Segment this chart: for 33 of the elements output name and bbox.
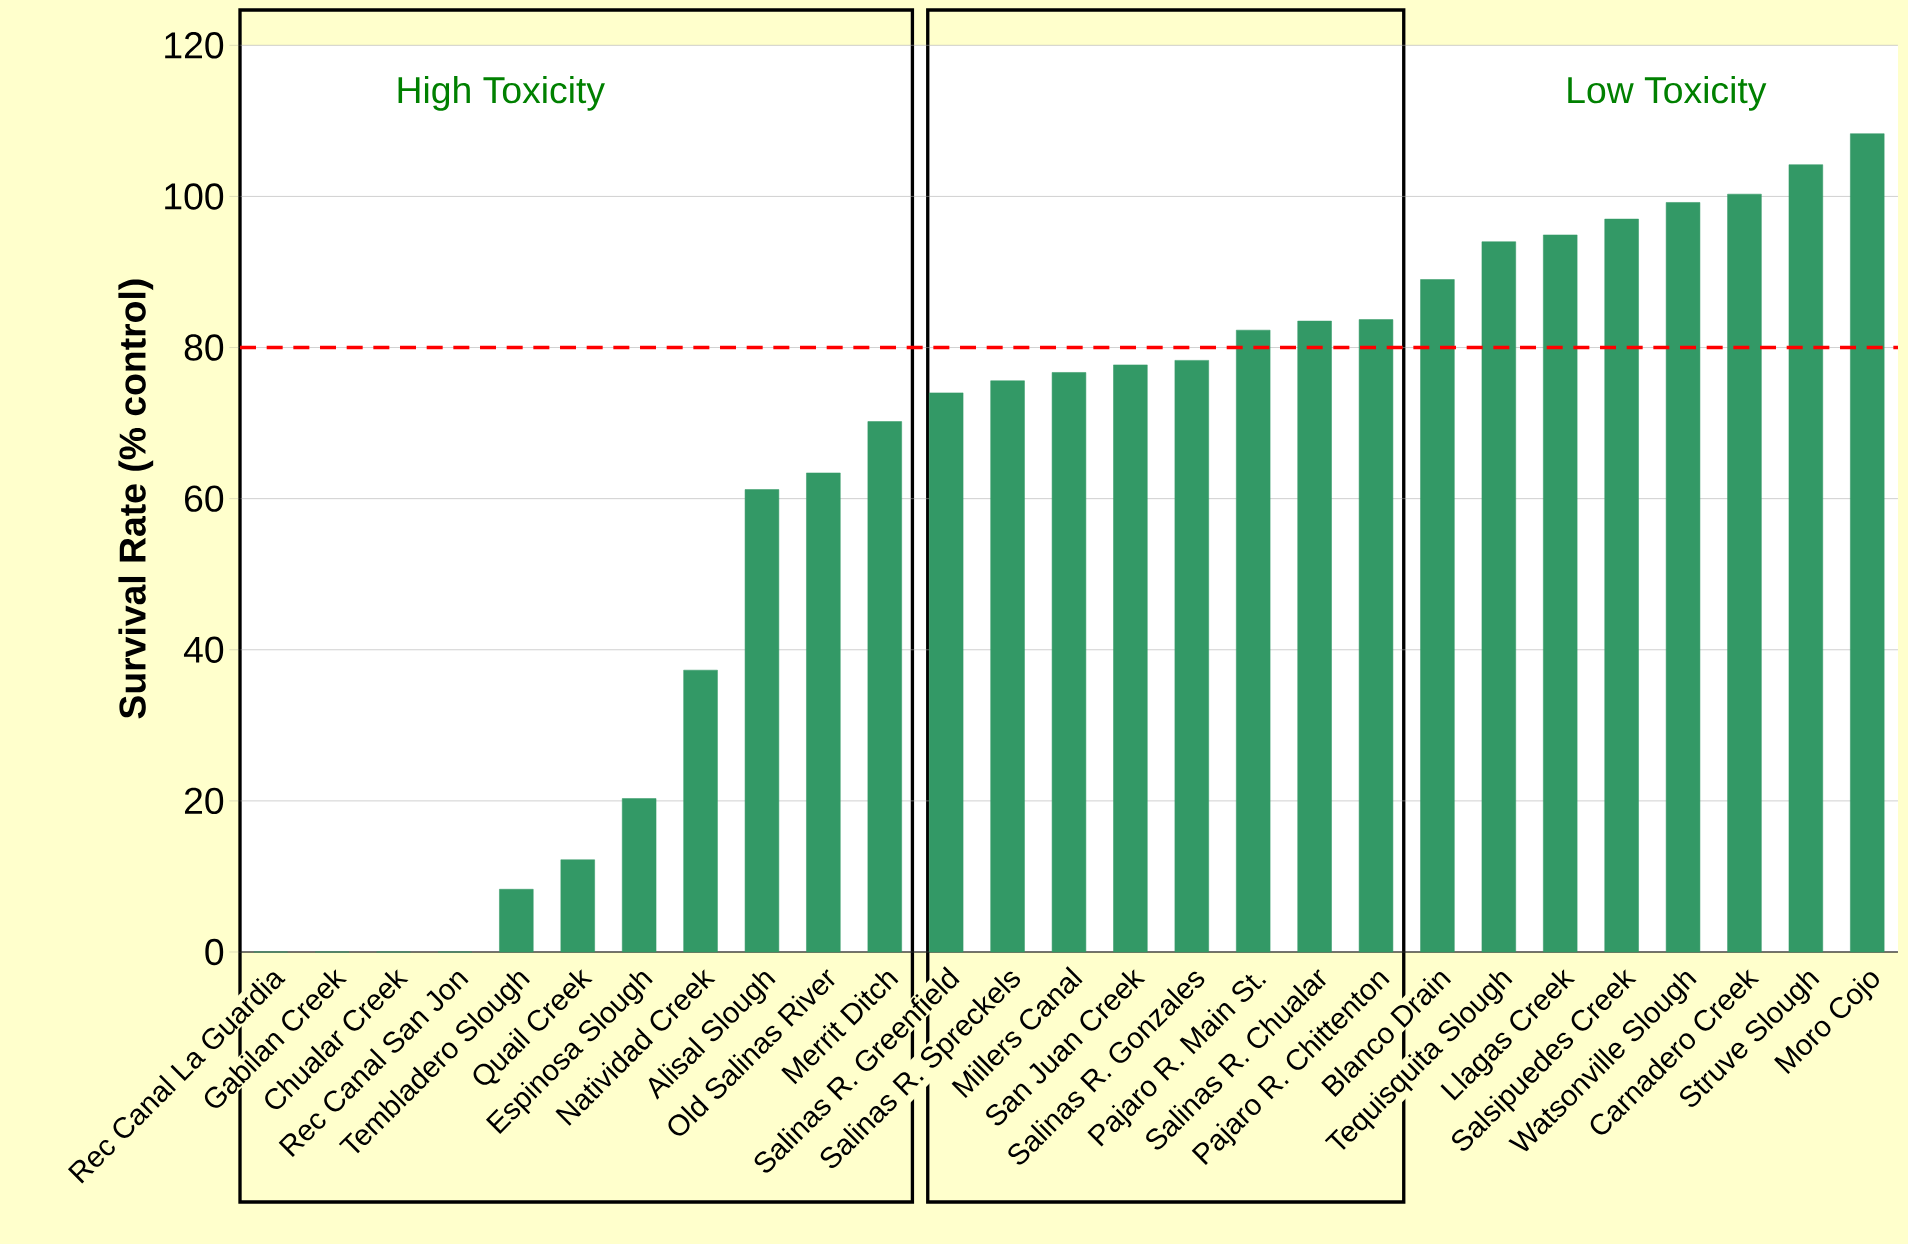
- bar: [1788, 164, 1824, 953]
- y-tick-label: 120: [165, 32, 224, 59]
- bar: [1850, 133, 1885, 953]
- bar: [1236, 329, 1271, 953]
- y-tick-label: 0: [205, 938, 224, 966]
- bar: [621, 798, 657, 953]
- annotation: High Toxicity: [398, 75, 605, 111]
- bar: [867, 421, 902, 953]
- bar: [806, 472, 841, 953]
- y-tick-label: 40: [183, 636, 224, 663]
- y-tick-label: 80: [184, 334, 224, 361]
- bar: [1358, 319, 1394, 953]
- bar: [744, 489, 780, 953]
- y-axis-title: Survival Rate (% control): [118, 279, 154, 719]
- bar: [499, 889, 534, 953]
- bar: [1174, 360, 1209, 953]
- bar: [683, 669, 718, 953]
- bar: [1665, 202, 1701, 953]
- bar: [1297, 320, 1332, 953]
- bar: [1481, 241, 1516, 953]
- bar: [1543, 234, 1578, 953]
- y-tick-label: 60: [185, 485, 224, 512]
- bar: [990, 380, 1025, 953]
- y-tick-label: 100: [165, 183, 224, 210]
- annotation: Low Toxicity: [1568, 75, 1767, 111]
- bar: [1051, 372, 1087, 953]
- bar: [1727, 193, 1762, 953]
- bar: [1604, 218, 1639, 953]
- bar: [1420, 279, 1455, 953]
- y-tick-label: 20: [184, 787, 224, 815]
- bar: [1113, 364, 1148, 953]
- bar: [929, 392, 964, 953]
- bar: [560, 859, 595, 953]
